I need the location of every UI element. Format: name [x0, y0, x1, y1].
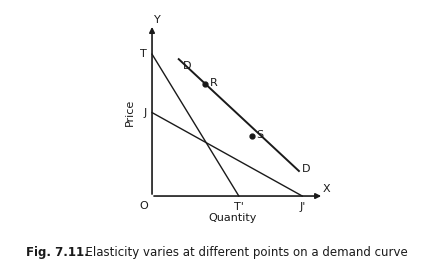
Text: Elasticity varies at different points on a demand curve: Elasticity varies at different points on…	[78, 246, 407, 259]
Text: J': J'	[299, 202, 305, 212]
Text: D: D	[183, 61, 191, 71]
Text: Quantity: Quantity	[208, 213, 256, 223]
Text: X: X	[323, 184, 331, 194]
Text: Y: Y	[154, 15, 160, 25]
Text: T: T	[140, 49, 147, 59]
Text: Price: Price	[124, 99, 134, 126]
Text: S: S	[256, 130, 264, 140]
Text: Fig. 7.11.: Fig. 7.11.	[26, 246, 89, 259]
Text: R: R	[210, 78, 217, 88]
Text: O: O	[139, 201, 148, 211]
Text: J: J	[144, 107, 147, 117]
Text: D: D	[302, 164, 311, 174]
Text: T': T'	[234, 202, 244, 212]
